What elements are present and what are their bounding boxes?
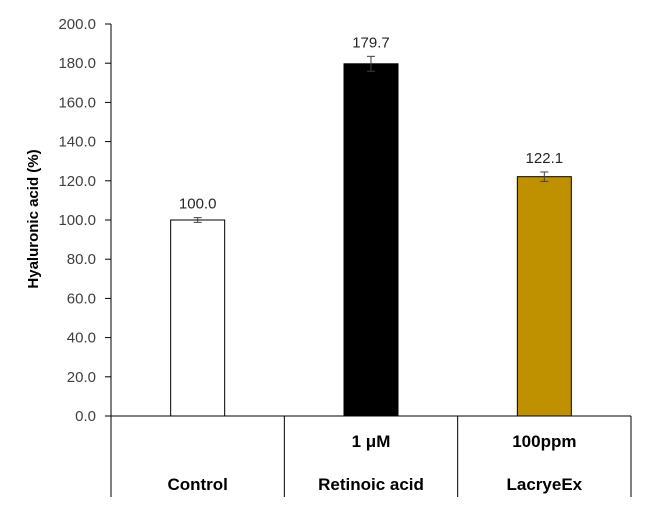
bar	[343, 63, 399, 417]
data-label: 179.7	[352, 34, 390, 51]
bar	[516, 176, 572, 417]
y-tick-label: 80.0	[67, 251, 96, 268]
y-tick-label: 200.0	[58, 16, 96, 33]
y-tick-label: 180.0	[58, 55, 96, 72]
category-label-top: 1 μM	[352, 432, 391, 451]
y-tick-label: 60.0	[67, 290, 96, 307]
y-tick-label: 140.0	[58, 134, 96, 151]
y-tick-label: 40.0	[67, 330, 96, 347]
y-tick-label: 160.0	[58, 94, 96, 111]
y-tick-label: 120.0	[58, 173, 96, 190]
y-tick-label: 20.0	[67, 369, 96, 386]
category-labels: Control 1 μM Retinoic acid 100ppm LacryeEx	[167, 432, 582, 494]
y-tick-label: 100.0	[58, 212, 96, 229]
data-label: 122.1	[526, 150, 564, 167]
category-label: LacryeEx	[507, 475, 583, 494]
bars: 100.0 179.7 122.1	[170, 34, 572, 417]
y-axis-ticks: 0.0 20.0 40.0 60.0 80.0 100.0 120.0 140.0 160.0 1…	[58, 16, 111, 425]
category-label: Retinoic acid	[318, 475, 424, 494]
category-label-top: 100ppm	[512, 432, 576, 451]
axes	[110, 24, 632, 497]
category-label: Control	[167, 475, 227, 494]
y-tick-label: 0.0	[75, 408, 96, 425]
data-label: 100.0	[179, 196, 217, 213]
bar	[170, 219, 226, 417]
y-axis-label: Hyaluronic acid (%)	[25, 149, 42, 288]
